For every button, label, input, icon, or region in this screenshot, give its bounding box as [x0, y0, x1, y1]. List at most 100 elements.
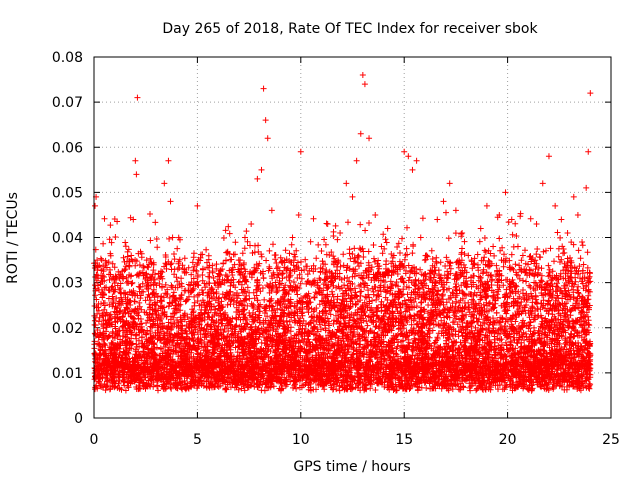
data-point	[585, 148, 592, 155]
y-tick-label: 0.03	[52, 276, 83, 292]
y-tick-label: 0.07	[52, 95, 83, 111]
data-point	[96, 360, 103, 367]
y-tick-label: 0.05	[52, 185, 83, 201]
data-point	[545, 153, 552, 160]
data-point	[318, 248, 325, 255]
data-point	[144, 351, 151, 358]
data-point	[295, 211, 302, 218]
data-point	[190, 342, 197, 349]
data-point	[552, 202, 559, 209]
data-point	[564, 229, 571, 236]
data-point	[372, 211, 379, 218]
data-point	[198, 324, 205, 331]
data-point	[204, 347, 211, 354]
data-point	[459, 229, 466, 236]
data-point	[440, 198, 447, 205]
data-point	[397, 266, 404, 273]
data-point	[384, 225, 391, 232]
data-point	[124, 356, 131, 363]
data-point	[514, 243, 521, 250]
data-point	[221, 315, 228, 322]
data-point	[353, 157, 360, 164]
data-point	[357, 130, 364, 137]
x-axis-ticks: 0 5 10 15 20 25	[90, 57, 620, 448]
x-tick-label: 10	[292, 432, 310, 448]
data-point	[277, 302, 284, 309]
data-point	[171, 266, 178, 273]
x-tick-label: 15	[395, 432, 413, 448]
data-point	[260, 85, 267, 92]
data-point	[434, 216, 441, 223]
data-point	[227, 288, 234, 295]
data-point	[558, 216, 565, 223]
data-point	[161, 180, 168, 187]
data-point	[409, 166, 416, 173]
data-point	[583, 184, 590, 191]
y-tick-label: 0.02	[52, 321, 83, 337]
data-point	[92, 202, 99, 209]
data-point	[133, 171, 140, 178]
data-point	[264, 135, 271, 142]
chart-title: Day 265 of 2018, Rate Of TEC Index for r…	[162, 21, 538, 37]
data-point	[502, 189, 509, 196]
data-point	[153, 302, 160, 309]
data-point	[349, 193, 356, 200]
data-point	[359, 72, 366, 79]
data-point	[496, 211, 503, 218]
data-point	[366, 135, 373, 142]
data-point	[527, 284, 534, 291]
data-point	[289, 234, 296, 241]
y-tick-label: 0.06	[52, 140, 83, 156]
data-point	[95, 275, 102, 282]
data-point	[128, 252, 135, 259]
y-tick-label: 0.08	[52, 50, 83, 66]
data-point	[483, 202, 490, 209]
data-point	[111, 360, 118, 367]
data-point	[97, 342, 104, 349]
data-point	[101, 365, 108, 372]
background-points	[91, 209, 594, 394]
data-point	[521, 266, 528, 273]
data-point	[465, 252, 472, 259]
data-point	[254, 175, 261, 182]
plot-frame	[93, 56, 612, 419]
data-point	[258, 166, 265, 173]
data-point	[132, 157, 139, 164]
data-point	[539, 180, 546, 187]
y-tick-label: 0	[74, 411, 83, 427]
data-point	[508, 216, 515, 223]
data-point	[235, 257, 242, 264]
data-point	[413, 157, 420, 164]
data-point	[314, 279, 321, 286]
data-point	[337, 229, 344, 236]
data-point	[262, 117, 269, 124]
data-point	[301, 293, 308, 300]
x-tick-label: 5	[193, 432, 202, 448]
x-tick-label: 20	[499, 432, 517, 448]
data-point	[103, 383, 110, 390]
data-point	[157, 270, 164, 277]
data-point	[308, 320, 315, 327]
x-tick-label: 0	[90, 432, 99, 448]
data-point	[421, 257, 428, 264]
data-point	[324, 220, 331, 227]
data-point	[248, 220, 255, 227]
x-tick-label: 25	[602, 432, 620, 448]
data-point	[330, 261, 337, 268]
data-point	[471, 261, 478, 268]
data-point	[136, 288, 143, 295]
y-tick-label: 0.04	[52, 231, 83, 247]
data-point	[446, 180, 453, 187]
data-point	[241, 234, 248, 241]
data-point	[215, 284, 222, 291]
data-point	[428, 275, 435, 282]
data-point	[283, 266, 290, 273]
data-point	[452, 207, 459, 214]
data-point	[343, 180, 350, 187]
y-axis-ticks: 0 0.01 0.02 0.03 0.04 0.05 0.06 0.07 0.08	[52, 50, 611, 427]
data-point	[401, 148, 408, 155]
data-point	[477, 225, 484, 232]
data-point	[173, 302, 180, 309]
data-point	[570, 193, 577, 200]
data-point	[130, 216, 137, 223]
